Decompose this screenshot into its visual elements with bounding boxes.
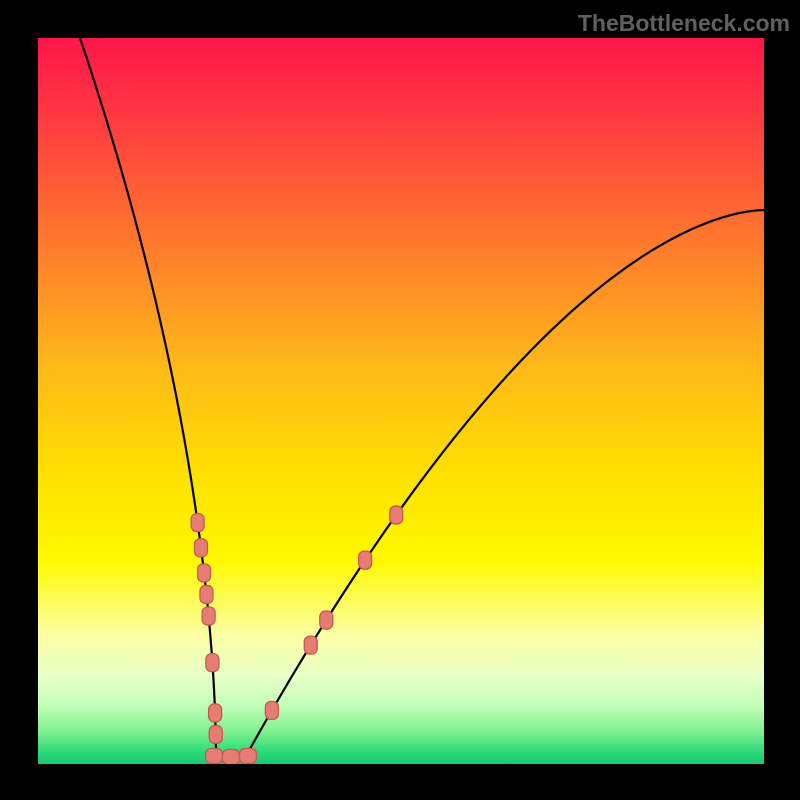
watermark-text: TheBottleneck.com [578, 10, 790, 37]
chart-plot-area [38, 38, 764, 764]
marker-right [265, 701, 278, 719]
marker-valley [206, 749, 223, 764]
marker-right [320, 611, 333, 629]
marker-left [206, 654, 219, 672]
marker-right [390, 506, 403, 524]
marker-left [202, 607, 215, 625]
gradient-background [38, 38, 764, 764]
marker-left [191, 514, 204, 532]
marker-valley [223, 750, 240, 765]
marker-left [209, 725, 222, 743]
marker-left [194, 539, 207, 557]
chart-svg [38, 38, 764, 764]
marker-left [200, 585, 213, 603]
marker-right [304, 636, 317, 654]
marker-left [198, 564, 211, 582]
marker-valley [240, 749, 257, 764]
marker-right [359, 551, 372, 569]
marker-left [209, 704, 222, 722]
